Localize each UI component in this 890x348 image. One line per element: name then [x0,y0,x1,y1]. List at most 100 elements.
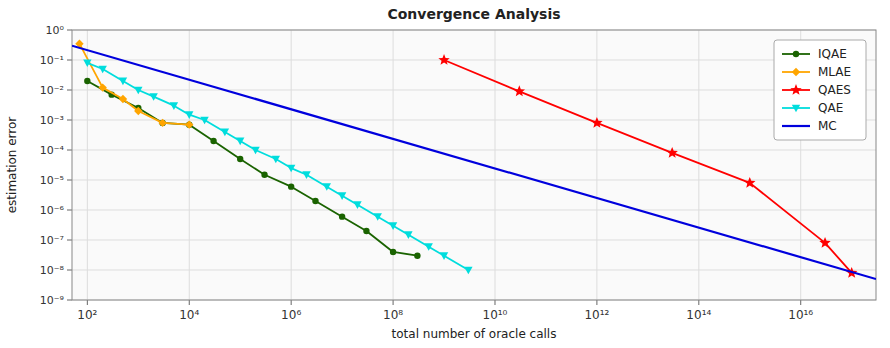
y-grid-line [72,120,876,121]
x-grid-line [189,30,190,300]
y-axis-label: estimation error [5,117,19,214]
point-marker [389,222,397,230]
y-tick-label: 10⁻³ [40,114,64,127]
point-marker [819,237,830,248]
x-grid-line [87,30,88,300]
point-marker [424,243,432,251]
point-marker [185,111,193,119]
point-marker [404,231,412,239]
x-tick-label: 10⁶ [281,308,301,322]
legend-marker [792,68,800,76]
point-marker [119,95,127,103]
y-grid-line [72,240,876,241]
x-tick [494,300,495,305]
series-line [79,44,189,125]
series [72,46,876,279]
x-tick [698,300,699,305]
point-marker [591,117,602,128]
legend: IQAEMLAEQAESQAEMC [774,40,866,140]
x-tick [189,300,190,305]
y-grid-line [72,180,876,181]
x-tick-label: 10⁸ [383,308,403,322]
point-marker [98,66,106,74]
y-grid-line [72,210,876,211]
y-tick [67,180,72,181]
legend-box [774,40,866,140]
point-marker [363,228,369,234]
point-marker [323,183,331,191]
legend-swatch [782,125,810,127]
point-marker [170,102,178,110]
point-marker [200,117,208,125]
point-marker [312,198,318,204]
axes: 10²10⁴10⁶10⁸10¹⁰10¹²10¹⁴10¹⁶10⁻⁹10⁻⁸10⁻⁷… [40,24,814,322]
series-line [87,81,417,256]
point-marker [272,156,280,164]
x-axis-label: total number of oracle calls [392,327,557,341]
grid [72,30,876,300]
point-marker [185,120,193,128]
y-tick [67,270,72,271]
point-marker [666,147,677,158]
y-tick-label: 10⁻⁸ [40,264,65,277]
legend-label: QAES [818,83,851,97]
point-marker [744,177,755,188]
x-tick-label: 10¹² [584,308,609,322]
point-marker [414,252,420,258]
plot-frame [72,30,876,300]
x-tick-label: 10² [77,308,97,322]
y-tick-label: 10⁻⁹ [40,294,64,307]
y-tick [67,120,72,121]
title: Convergence Analysis [387,6,560,22]
point-marker [514,85,525,96]
series-line [87,63,468,270]
point-marker [236,138,244,146]
x-tick-label: 10¹⁴ [686,308,711,322]
x-tick [291,300,292,305]
y-tick [67,300,72,301]
y-grid-line [72,270,876,271]
y-tick [67,210,72,211]
y-tick-label: 10⁻⁴ [40,144,65,157]
point-marker [134,107,142,115]
point-marker [302,171,310,179]
x-grid-line [494,30,495,300]
point-marker [119,78,127,86]
point-marker [83,60,91,68]
y-tick-label: 10⁰ [46,24,65,37]
point-marker [251,147,259,155]
data [72,39,876,279]
x-tick [596,300,597,305]
x-tick [87,300,88,305]
chart: 10²10⁴10⁶10⁸10¹⁰10¹²10¹⁴10¹⁶10⁻⁹10⁻⁸10⁻⁷… [0,0,890,348]
point-marker [149,93,157,101]
point-marker [353,201,361,209]
y-tick [67,90,72,91]
legend-marker [792,105,800,113]
point-marker [374,213,382,221]
x-grid-line [393,30,394,300]
point-marker [390,249,396,255]
series-line [72,46,876,279]
point-marker [237,156,243,162]
x-grid-line [596,30,597,300]
point-marker [98,83,106,91]
y-tick-label: 10⁻⁵ [40,174,64,187]
y-tick [67,240,72,241]
y-tick-label: 10⁻⁷ [40,234,64,247]
point-marker [84,78,90,84]
series [84,78,420,259]
point-marker [288,183,294,189]
point-marker [440,252,448,260]
x-tick-label: 10⁴ [179,308,199,322]
y-grid-line [72,60,876,61]
legend-label: MC [818,119,837,133]
x-tick [800,300,801,305]
point-marker [339,213,345,219]
x-tick-label: 10¹⁰ [483,308,508,322]
point-marker [261,172,267,178]
y-tick [67,60,72,61]
legend-marker [790,84,801,95]
point-marker [287,165,295,173]
legend-label: MLAE [818,65,851,79]
